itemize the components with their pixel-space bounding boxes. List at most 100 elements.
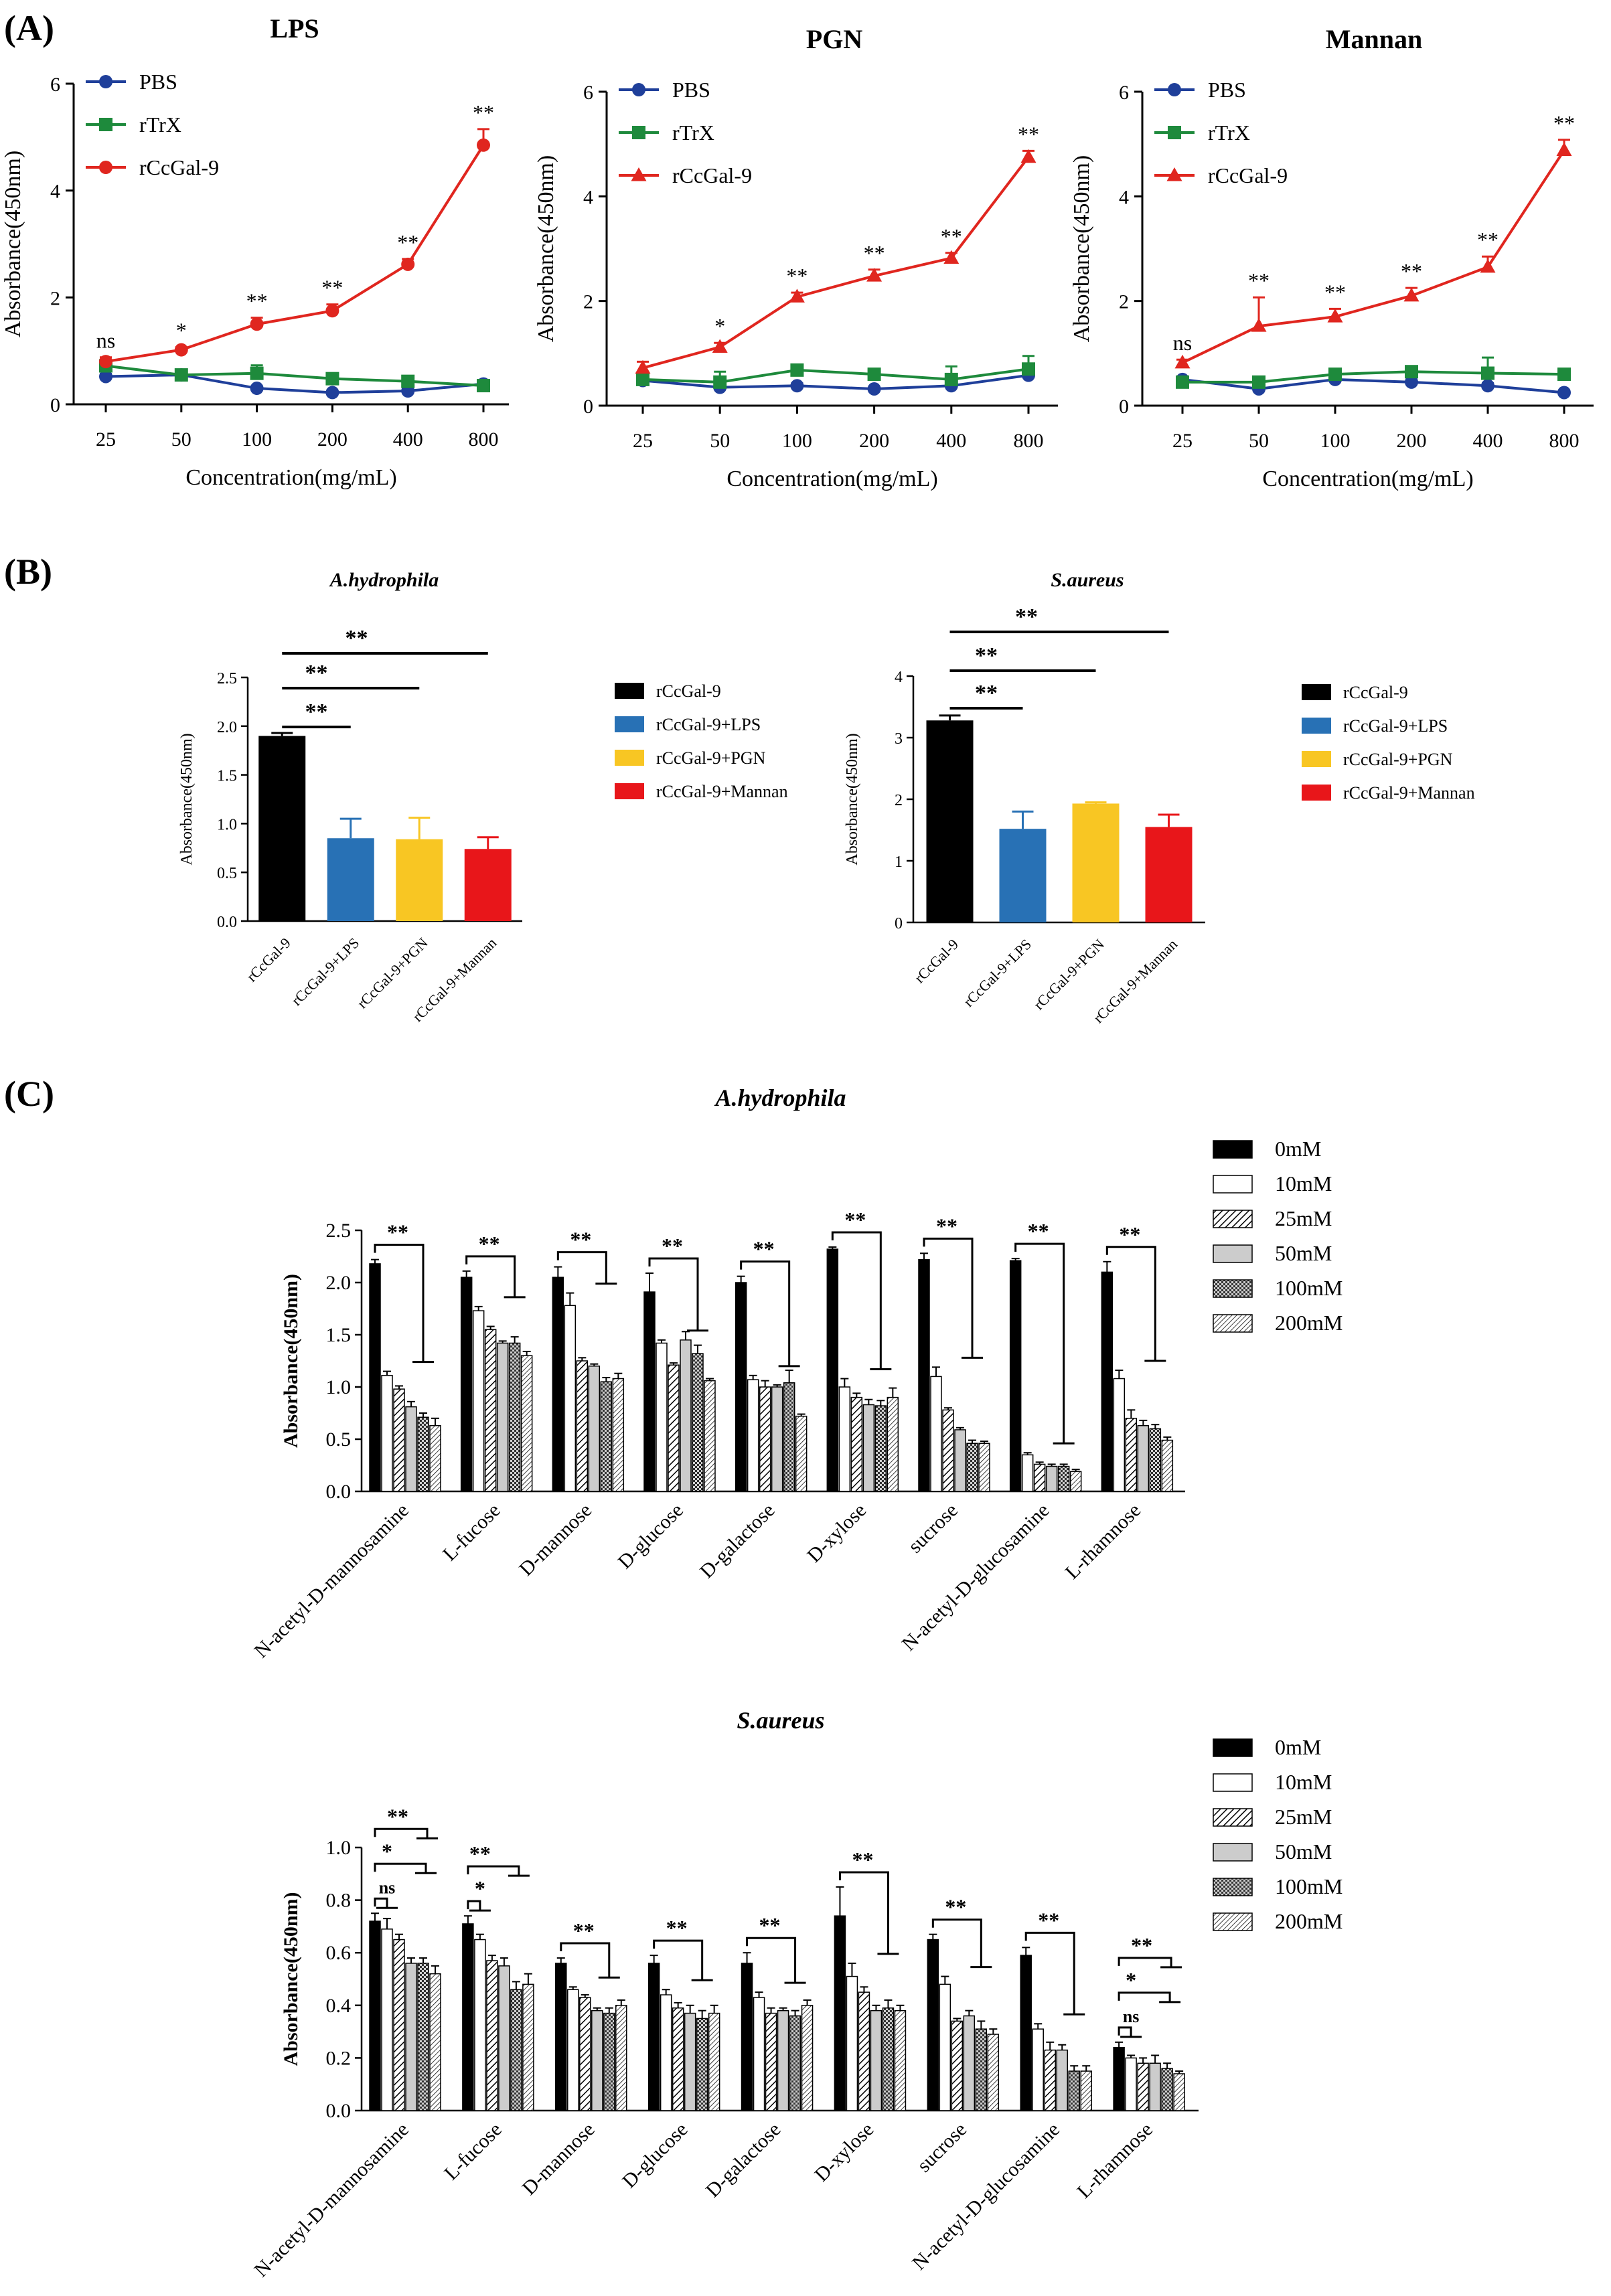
bar-sucrose-0mm: [927, 1939, 939, 2111]
legend-label-50mm: 50mM: [1275, 1839, 1332, 1864]
bar-l-fucose-25mm: [486, 1960, 498, 2111]
y-tick-label: 2: [1119, 291, 1129, 313]
legend-label-100mm: 100mM: [1275, 1874, 1342, 1898]
bar-n-acetyl-d-glucosamine-0mm: [1020, 1955, 1032, 2111]
bar-l-fucose-0mm: [462, 1923, 474, 2111]
significance-label: **: [759, 1913, 781, 1937]
bar-n-acetyl-d-glucosamine-25mm: [1044, 2049, 1056, 2111]
bar-d-mannose-200mm: [615, 2005, 627, 2111]
significance-label: **: [570, 1228, 591, 1252]
bar-d-glucose-100mm: [696, 2018, 708, 2111]
significance-bracket: [931, 1918, 982, 1967]
data-point-rccgal-9: [1251, 318, 1267, 332]
legend-label-10mm: 10mM: [1275, 1171, 1332, 1196]
legend-swatch-rccgal-9-mannan: [615, 783, 644, 799]
significance-bracket: [374, 1827, 429, 1839]
legend-swatch-200mm: [1213, 1314, 1253, 1333]
bar-l-fucose-25mm: [484, 1329, 497, 1492]
chart-mannan: 0 2 4 6 25 50 100 200 400 800 Concentration(mg/mL)…: [1069, 24, 1594, 491]
chart-c-saureus: 0.0 0.2 0.4 0.6 0.8 1.0 Absorbance(450nm) S.aur…: [250, 1707, 1342, 2281]
legend-label-50mm: 50mM: [1275, 1241, 1332, 1265]
legend-label-10mm: 10mM: [1275, 1770, 1332, 1794]
x-axis-title: Concentration(mg/mL): [1262, 467, 1473, 491]
data-point-rtrx: [1176, 375, 1189, 389]
significance-label: **: [1131, 1933, 1152, 1957]
y-tick-label: 4: [895, 669, 903, 686]
data-point-rtrx: [401, 374, 415, 388]
data-point-pbs: [1405, 375, 1418, 389]
bar-n-acetyl-d-glucosamine-50mm: [1045, 1465, 1058, 1492]
data-point-rccgal-9: [943, 250, 960, 264]
bar-d-glucose-0mm: [643, 1291, 656, 1492]
bar-sucrose-50mm: [963, 2015, 976, 2111]
significance-label: **: [945, 1895, 966, 1919]
x-tick-label: 400: [936, 430, 966, 452]
y-tick-label: 3: [895, 730, 903, 748]
y-tick-label: 0.0: [326, 2100, 352, 2122]
legend-swatch-rccgal-9: [1302, 684, 1331, 700]
bar-n-acetyl-d-mannosamine-25mm: [393, 1939, 405, 2111]
y-tick-label: 1: [895, 853, 903, 871]
x-tick-label: rCcGal-9+LPS: [960, 936, 1034, 1010]
bar-l-fucose-100mm: [510, 1989, 522, 2111]
legend-swatch-10mm: [1213, 1175, 1253, 1194]
y-tick-label: 2: [583, 291, 593, 313]
legend-swatch-25mm: [1213, 1210, 1253, 1228]
chart-title: LPS: [270, 13, 319, 44]
legend-label-rtrx: rTrX: [672, 120, 714, 145]
bar-l-rhamnose-0mm: [1101, 1271, 1114, 1492]
bar-l-fucose-200mm: [522, 1983, 534, 2111]
bar-d-glucose-10mm: [660, 1994, 672, 2111]
x-tick-label-d-galactose: D-galactose: [696, 1499, 779, 1583]
bar-n-acetyl-d-glucosamine-100mm: [1068, 2070, 1080, 2111]
bar-d-xylose-25mm: [850, 1396, 863, 1492]
bar-d-xylose-0mm: [834, 1915, 846, 2111]
bar-d-glucose-100mm: [692, 1353, 704, 1492]
data-point-pbs: [325, 386, 339, 400]
data-point-rccgal-9: [1556, 142, 1572, 157]
x-tick-label-l-rhamnose: L-rhamnose: [1061, 1499, 1145, 1584]
data-point-rccgal-9: [477, 138, 490, 152]
legend-label-25mm: 25mM: [1275, 1206, 1332, 1230]
bar-d-galactose-50mm: [777, 2010, 789, 2111]
chart-title: S.aureus: [737, 1707, 824, 1734]
series-line-pbs: [1182, 378, 1565, 394]
y-tick-label: 2: [895, 792, 903, 809]
y-tick-label: 2: [50, 287, 60, 309]
data-point-rtrx: [1328, 367, 1342, 382]
y-tick-label: 0: [583, 396, 593, 418]
bar-d-mannose-100mm: [603, 2012, 615, 2111]
y-tick-label: 0: [895, 915, 903, 932]
legend-swatch-rccgal-9-pgn: [615, 750, 644, 766]
significance-label: **: [1038, 1908, 1059, 1932]
significance-label: **: [1477, 228, 1499, 252]
significance-bracket: [648, 1257, 699, 1331]
legend-swatch-100mm: [1213, 1279, 1253, 1298]
x-tick-label: 25: [633, 430, 653, 452]
legend-swatch-rccgal-9-mannan: [1302, 785, 1331, 801]
bar-l-fucose-100mm: [508, 1342, 521, 1492]
legend-swatch-rccgal-9-pgn: [1302, 751, 1331, 767]
x-axis-title: Concentration(mg/mL): [185, 465, 396, 490]
chart-pgn: 0 2 4 6 25 50 100 200 400 800 Concentration(mg/mL)…: [534, 24, 1058, 491]
y-axis-title: Absorbance(450nm): [1069, 155, 1094, 342]
x-tick-label: 400: [1473, 430, 1503, 452]
bar-d-xylose-10mm: [846, 1975, 858, 2111]
bar-sucrose-25mm: [942, 1409, 954, 1492]
x-tick-label-l-fucose: L-fucose: [439, 1499, 505, 1566]
y-tick-label: 1.0: [326, 1837, 352, 1859]
y-axis-title: Absorbance(450nm): [534, 155, 558, 342]
y-tick-label: 0.5: [217, 865, 237, 882]
bar-l-fucose-200mm: [520, 1355, 533, 1492]
legend-label-rccgal-9: rCcGal-9: [672, 163, 752, 187]
bar-d-mannose-50mm: [591, 2010, 603, 2111]
x-tick-label-d-glucose: D-glucose: [613, 1499, 688, 1574]
data-point-rccgal-9: [1327, 309, 1343, 323]
bar-l-fucose-50mm: [498, 1965, 510, 2111]
legend-label-100mm: 100mM: [1275, 1276, 1342, 1300]
panel-label-a: (A): [4, 8, 54, 48]
bar-rccgal-9-mannan: [1145, 827, 1193, 922]
bar-sucrose-10mm: [930, 1376, 942, 1492]
bar-rccgal-9-pgn: [396, 839, 443, 921]
y-axis-title: Absorbance(450nm): [1, 151, 25, 337]
